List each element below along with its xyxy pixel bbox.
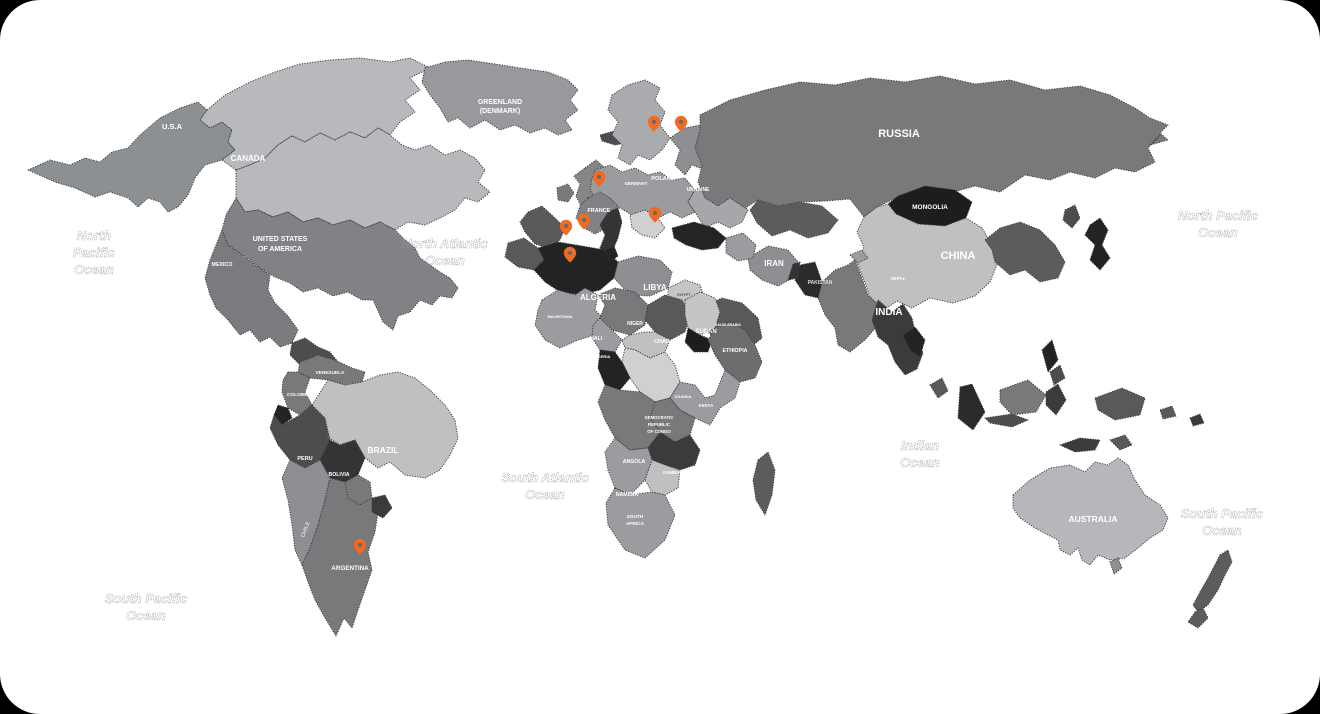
svg-text:UNITED STATES: UNITED STATES — [253, 236, 308, 243]
svg-text:CHAD: CHAD — [654, 339, 670, 345]
svg-text:SPAIN: SPAIN — [575, 231, 591, 237]
svg-text:Ocean: Ocean — [425, 253, 465, 268]
svg-text:NEPAL: NEPAL — [891, 276, 906, 281]
svg-text:RUSSIA: RUSSIA — [878, 128, 920, 140]
svg-text:KENYA: KENYA — [699, 403, 714, 408]
svg-text:AFRICA: AFRICA — [626, 521, 645, 527]
svg-text:UGANDA: UGANDA — [675, 395, 692, 399]
svg-text:ARGENTINA: ARGENTINA — [331, 565, 369, 572]
svg-text:North Atlantic: North Atlantic — [402, 236, 488, 251]
svg-text:ANGOLA: ANGOLA — [623, 459, 646, 465]
svg-text:OF CONGO: OF CONGO — [647, 429, 671, 434]
svg-text:NIGERIA: NIGERIA — [594, 354, 611, 359]
svg-text:BRAZIL: BRAZIL — [367, 445, 398, 455]
svg-text:NIGER: NIGER — [627, 321, 643, 327]
svg-text:IRAN: IRAN — [764, 259, 784, 268]
svg-text:TANZANIA: TANZANIA — [715, 436, 740, 442]
svg-text:Indian: Indian — [901, 438, 939, 453]
svg-text:North Pacific: North Pacific — [1178, 208, 1259, 223]
svg-text:MALI: MALI — [590, 336, 603, 342]
svg-text:MEXICO: MEXICO — [212, 262, 233, 268]
svg-text:Ocean: Ocean — [900, 455, 940, 470]
svg-text:INDIA: INDIA — [875, 307, 902, 318]
svg-text:OF AMERICA: OF AMERICA — [258, 246, 302, 253]
svg-text:VENEZUELA: VENEZUELA — [315, 370, 345, 376]
svg-text:South Atlantic: South Atlantic — [501, 470, 589, 485]
svg-text:Ocean: Ocean — [525, 487, 565, 502]
svg-text:LIBYA: LIBYA — [643, 283, 666, 292]
svg-text:Ocean: Ocean — [126, 608, 166, 623]
svg-text:AUSTRALIA: AUSTRALIA — [1068, 514, 1117, 524]
svg-text:DEMOCRATIC: DEMOCRATIC — [645, 415, 674, 420]
svg-text:POLAND: POLAND — [651, 176, 674, 182]
svg-text:SUDAN: SUDAN — [695, 329, 716, 335]
svg-text:EGYPT: EGYPT — [677, 292, 691, 297]
svg-text:MAURITANIA: MAURITANIA — [547, 314, 572, 319]
svg-text:North: North — [77, 228, 112, 243]
svg-text:FRANCE: FRANCE — [588, 208, 611, 214]
svg-text:ZAMBIA: ZAMBIA — [663, 470, 682, 476]
svg-text:NAMIBIA: NAMIBIA — [616, 492, 638, 498]
svg-text:COLOMBIA: COLOMBIA — [287, 392, 314, 398]
svg-text:Ocean: Ocean — [1198, 225, 1238, 240]
svg-text:PERU: PERU — [297, 456, 312, 462]
svg-text:REPUBLIC: REPUBLIC — [648, 422, 670, 427]
svg-text:CANADA: CANADA — [231, 154, 266, 163]
svg-text:GERMANY: GERMANY — [624, 181, 647, 186]
svg-text:SOUTH: SOUTH — [627, 514, 644, 520]
svg-text:PAKISTAN: PAKISTAN — [808, 280, 833, 286]
svg-text:UKRAINE: UKRAINE — [687, 187, 710, 193]
svg-text:South Pacific: South Pacific — [105, 591, 188, 606]
svg-text:MONGOLIA: MONGOLIA — [912, 204, 948, 211]
svg-text:BOLIVIA: BOLIVIA — [328, 472, 349, 478]
svg-text:(DENMARK): (DENMARK) — [480, 108, 520, 115]
svg-text:ALGERIA: ALGERIA — [580, 293, 616, 302]
svg-text:Ocean: Ocean — [1202, 523, 1242, 538]
svg-text:South Pacific: South Pacific — [1181, 506, 1264, 521]
svg-text:Ocean: Ocean — [74, 262, 114, 277]
svg-text:U.S.A: U.S.A — [162, 122, 183, 131]
svg-text:SAUDI ARABIA: SAUDI ARABIA — [715, 323, 741, 327]
svg-text:ETHIOPIA: ETHIOPIA — [722, 348, 747, 354]
svg-text:GREENLAND: GREENLAND — [478, 99, 522, 106]
svg-text:Pacific: Pacific — [73, 245, 116, 260]
svg-text:CHINA: CHINA — [941, 250, 976, 262]
